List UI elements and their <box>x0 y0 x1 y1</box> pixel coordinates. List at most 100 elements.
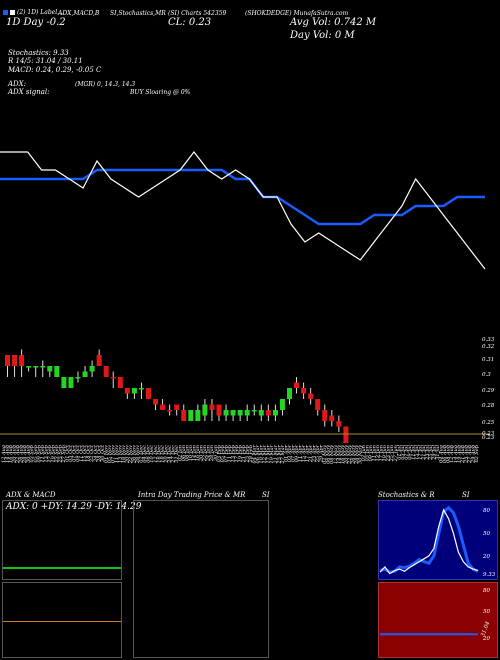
date-tick-label: 16 Dec <box>156 445 162 463</box>
date-tick-label: 22 Nov <box>128 445 134 464</box>
legend-blue-box <box>3 10 8 15</box>
date-tick-label: 12 Mar <box>262 444 268 463</box>
date-tick-label: 02 Sep <box>474 444 480 462</box>
date-tick-label: 24 Dec <box>167 445 173 464</box>
date-tick-label: 15 Oct <box>82 444 88 462</box>
candle-body <box>103 366 109 377</box>
date-tick-label: 28 Jan <box>209 445 215 462</box>
adx-label: ADX: <box>8 80 27 88</box>
candle-body <box>33 366 39 368</box>
date-tick-label: 23 Jul <box>425 445 431 461</box>
candle-body <box>181 410 187 421</box>
adx-macd-title: ADX & MACD <box>6 491 56 499</box>
date-tick-label: 20 Aug <box>12 445 18 464</box>
candle-body <box>279 399 285 410</box>
candle-body <box>195 410 201 421</box>
date-tick-label: 30 Aug <box>26 445 32 463</box>
date-tick-label: 25 Mar <box>276 444 282 464</box>
date-tick-label: 04 Dec <box>142 445 148 463</box>
date-tick-label: 07 Oct <box>72 444 78 462</box>
overlay-line-1 <box>0 151 486 270</box>
date-tick-label: 30 May <box>358 445 364 464</box>
adx-signal-value: BUY Sloaring @ 0% <box>130 89 191 96</box>
macd-zero-line <box>3 621 121 622</box>
date-tick-label: 01 Nov <box>103 445 109 463</box>
date-tick-label: 13 Jun <box>375 445 381 461</box>
header-title-3: SI,Stochastics,MR <box>110 10 166 17</box>
date-tick-label: 29 Aug <box>470 445 476 464</box>
stoch-title-right: SI <box>462 491 470 499</box>
date-tick-label: 19 Mar <box>269 444 275 463</box>
day-change: 1D Day -0.2 <box>6 17 66 28</box>
date-tick-label: 04 Mar <box>252 444 258 463</box>
date-tick-label: 05 Nov <box>107 445 113 463</box>
main-chart: 0.330.32 0.31 0.3 0.29 0.28 0.25 0.230.23 12 A… <box>0 151 495 465</box>
adx-signal-label: ADX signal: <box>8 88 50 96</box>
legend-white-box <box>10 10 15 15</box>
date-tick-label: 22 Jan <box>202 445 208 462</box>
candle-body <box>258 410 264 416</box>
date-tick-label: 31 Jul <box>435 445 441 460</box>
stoch-axis-label: 20 <box>482 554 490 560</box>
rsi-panel <box>378 582 498 658</box>
candle-body <box>244 410 250 416</box>
date-tick-label: 18 Oct <box>86 444 92 462</box>
date-tick-label: 12 Dec <box>153 445 159 463</box>
date-tick-label: 29 Apr <box>319 444 325 463</box>
date-tick-label: 25 Jun <box>389 445 395 462</box>
price-tick-label: 0.23 <box>482 435 495 441</box>
candle-body <box>40 366 46 368</box>
date-tick-label: 23 Jun <box>386 445 392 462</box>
intraday-title-right: SI <box>262 491 270 499</box>
stoch-title: Stochastics & R <box>378 491 435 499</box>
intraday-title: Intra Day Trading Price & MR <box>138 491 246 499</box>
rsi-axis-label: 20 <box>482 636 490 642</box>
candle-body <box>216 404 222 416</box>
adx-signal-line <box>3 567 121 569</box>
header-title-2: ADX,MACD,B <box>58 10 100 17</box>
date-tick-label: 14 May <box>336 445 342 464</box>
date-tick-label: 17 Apr <box>305 444 311 462</box>
date-tick-label: 22 Aug <box>15 445 21 464</box>
date-tick-label: 03 Sep <box>29 444 35 462</box>
price-line-layer <box>0 151 486 270</box>
overlay-line-0 <box>0 168 485 226</box>
date-tick-label: 29 Jul <box>432 445 438 461</box>
date-tick-label: 27 Jun <box>393 445 399 462</box>
date-tick-label: 22 May <box>347 445 353 465</box>
date-tick-label: 12 May <box>333 445 339 464</box>
date-tick-label: 30 Oct <box>100 444 106 462</box>
date-tick-label: 25 Apr <box>315 444 321 463</box>
date-tick-label: 13 Sep <box>43 444 49 462</box>
candle-body <box>237 410 243 416</box>
candle-body <box>308 393 314 399</box>
candle-body <box>174 404 180 410</box>
date-tick-label: 27 Aug <box>467 445 473 464</box>
date-tick-label: 01 Apr <box>283 444 289 462</box>
price-tick-label: 0.3 <box>482 372 491 378</box>
candle-body <box>5 355 10 366</box>
adx-panel-readout: ADX: 0 +DY: 14.29 -DY: 14.29 <box>6 502 142 512</box>
date-tick-label: 10 Jan <box>188 445 194 461</box>
date-tick-label: 17 Jun <box>379 445 385 461</box>
stochastics-readout: Stochastics: 9.33 <box>8 49 69 57</box>
date-tick-label: 01 Jul <box>396 445 402 460</box>
candle-body <box>153 399 159 405</box>
candle-body <box>223 410 229 416</box>
date-tick-label: 23 Apr <box>312 444 318 463</box>
macd-panel <box>2 582 122 658</box>
date-tick-label: 31 Dec <box>174 445 180 463</box>
date-tick-label: 09 Jun <box>368 445 374 461</box>
date-tick-label: 14 Aug <box>5 445 11 463</box>
candle-body <box>68 377 74 388</box>
r-stoch-readout: R 14/5: 31.04 / 30.11 <box>8 57 83 65</box>
date-tick-label: 21 Aug <box>460 445 466 464</box>
candle-body <box>146 388 151 399</box>
date-tick-label: 09 Jul <box>407 445 413 460</box>
date-tick-label: 21 Mar <box>273 444 279 464</box>
date-tick-label: 12 Aug <box>449 445 455 463</box>
candle-body <box>96 355 102 366</box>
candle-body <box>138 388 144 390</box>
